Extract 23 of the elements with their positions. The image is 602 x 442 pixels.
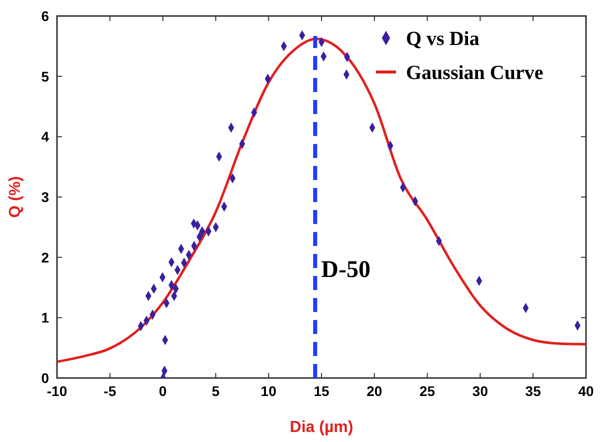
y-axis-title: Q (%) [7, 176, 24, 218]
x-tick-label: 15 [314, 383, 330, 399]
y-tick-label: 2 [41, 249, 50, 266]
x-tick-label: -5 [104, 383, 116, 399]
y-tick-label: 6 [41, 8, 50, 24]
y-tick-label: 0 [41, 370, 50, 386]
ref-line-label: D-50 [321, 257, 370, 283]
x-axis-title: Dia (µm) [290, 419, 354, 436]
x-tick-label: 30 [472, 383, 488, 399]
x-tick-label: 0 [158, 383, 167, 399]
x-tick-label: 35 [525, 383, 542, 399]
x-tick-label: 10 [260, 383, 277, 399]
x-tick-label: -10 [46, 383, 68, 399]
legend-label: Gaussian Curve [406, 62, 544, 84]
x-tick-label: 40 [578, 383, 594, 399]
y-tick-label: 5 [41, 68, 50, 84]
y-tick-label: 1 [41, 310, 50, 326]
x-tick-label: 25 [420, 383, 436, 399]
y-tick-label: 4 [41, 128, 50, 145]
legend-label: Q vs Dia [406, 28, 480, 50]
y-tick-label: 3 [41, 189, 50, 205]
x-tick-label: 20 [366, 383, 382, 399]
x-tick-label: 5 [212, 383, 220, 399]
